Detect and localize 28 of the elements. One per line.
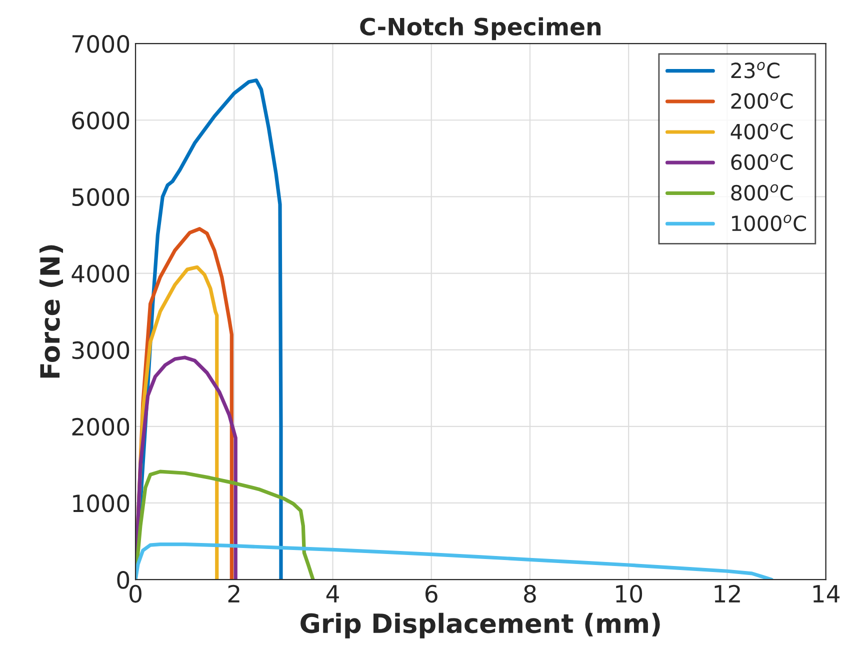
x-tick-label: 14 <box>813 585 840 602</box>
legend-label: 200$^{o}$C <box>731 92 793 109</box>
legend-label: 600$^{o}$C <box>731 154 793 170</box>
x-tick-label: 12 <box>714 584 740 602</box>
y-tick-label: 6000 <box>72 112 130 130</box>
legend-label: 800$^{o}$C <box>731 184 793 201</box>
x-axis-title: Grip Displacement (mm) <box>300 612 660 638</box>
x-tick-label: 10 <box>616 584 642 603</box>
y-tick-label: 7000 <box>72 34 130 53</box>
legend-label: 400$^{o}$C <box>730 123 793 140</box>
y-tick-label: 3000 <box>72 341 130 360</box>
y-axis-title: Force (N) <box>40 245 64 378</box>
y-tick-label: 1000 <box>73 494 130 512</box>
chart-title: C-Notch Specimen <box>360 17 601 40</box>
legend-label: 1000$^{o}$C <box>732 214 806 232</box>
line-series <box>136 470 315 580</box>
y-tick-label: 5000 <box>72 188 130 206</box>
y-tick-label: 2000 <box>72 418 130 436</box>
x-tick-label: 8 <box>524 584 536 603</box>
x-tick-label: 4 <box>326 585 339 602</box>
x-tick-label: 6 <box>426 584 438 603</box>
line-series <box>136 542 774 580</box>
x-tick-label: 2 <box>228 584 240 602</box>
legend-label: 23$^{o}$C <box>731 62 780 78</box>
y-tick-label: 4000 <box>72 264 130 283</box>
line-series <box>136 356 238 580</box>
y-tick-label: 0 <box>117 570 130 589</box>
x-tick-label: 0 <box>130 584 142 603</box>
